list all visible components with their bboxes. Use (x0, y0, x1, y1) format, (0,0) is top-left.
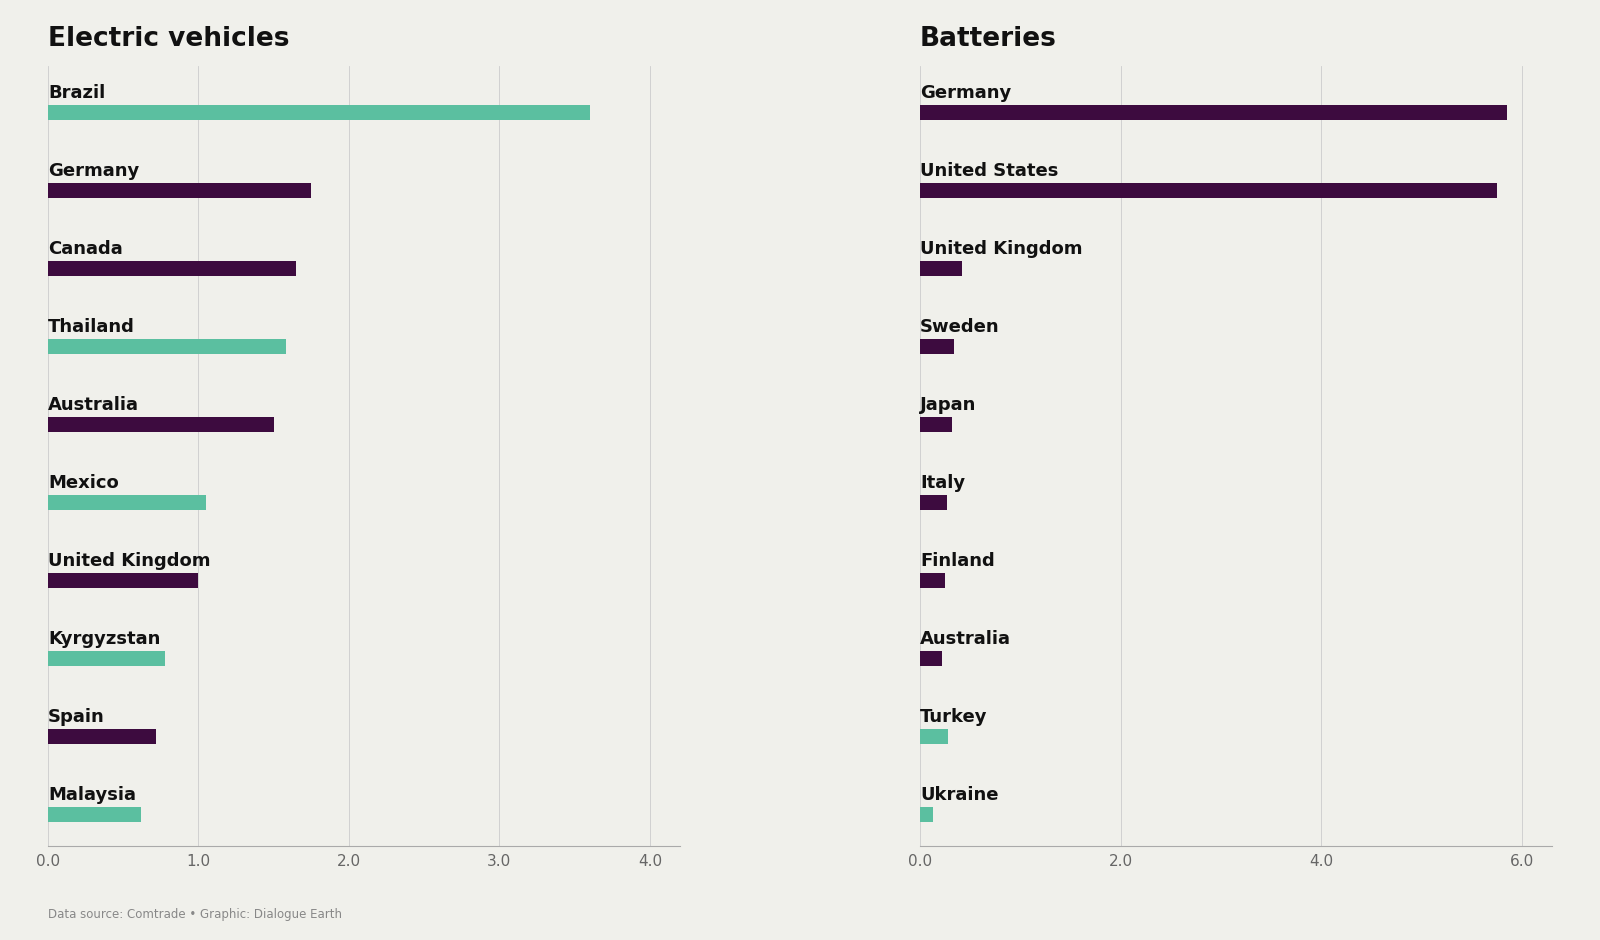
Bar (920, 651, 942, 666)
Text: Electric vehicles: Electric vehicles (48, 26, 290, 53)
Text: Mexico: Mexico (48, 474, 118, 493)
Bar (920, 495, 947, 510)
Text: Brazil: Brazil (48, 84, 106, 102)
Bar (48, 495, 206, 510)
Text: Finland: Finland (920, 552, 995, 571)
Text: Australia: Australia (920, 630, 1011, 649)
Text: Italy: Italy (920, 474, 965, 493)
Bar (920, 183, 1498, 198)
Bar (48, 183, 312, 198)
Text: Sweden: Sweden (920, 318, 1000, 337)
Text: Turkey: Turkey (920, 708, 987, 727)
Bar (920, 339, 954, 354)
Bar (920, 807, 933, 822)
Bar (920, 105, 1507, 120)
Text: Germany: Germany (48, 162, 139, 180)
Bar (48, 261, 296, 276)
Text: Kyrgyzstan: Kyrgyzstan (48, 630, 160, 649)
Bar (48, 417, 274, 432)
Bar (48, 573, 198, 588)
Text: United Kingdom: United Kingdom (920, 240, 1083, 259)
Bar (48, 807, 141, 822)
Text: Canada: Canada (48, 240, 123, 259)
Text: United States: United States (920, 162, 1059, 180)
Text: Spain: Spain (48, 708, 104, 727)
Text: Germany: Germany (920, 84, 1011, 102)
Bar (920, 261, 962, 276)
Text: United Kingdom: United Kingdom (48, 552, 211, 571)
Bar (920, 417, 952, 432)
Bar (920, 729, 949, 744)
Bar (48, 729, 157, 744)
Bar (920, 573, 946, 588)
Text: Japan: Japan (920, 396, 976, 415)
Text: Data source: Comtrade • Graphic: Dialogue Earth: Data source: Comtrade • Graphic: Dialogu… (48, 908, 342, 921)
Bar (48, 651, 165, 666)
Bar (48, 105, 590, 120)
Text: Australia: Australia (48, 396, 139, 415)
Text: Ukraine: Ukraine (920, 786, 998, 805)
Text: Malaysia: Malaysia (48, 786, 136, 805)
Text: Batteries: Batteries (920, 26, 1058, 53)
Bar (48, 339, 286, 354)
Text: Thailand: Thailand (48, 318, 134, 337)
